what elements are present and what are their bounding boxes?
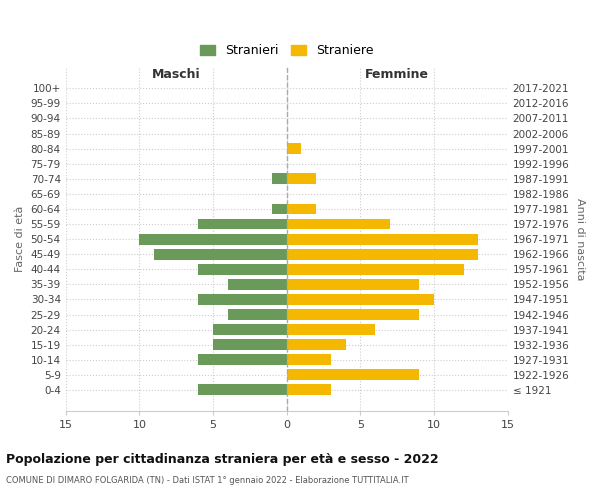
Legend: Stranieri, Straniere: Stranieri, Straniere bbox=[195, 39, 379, 62]
Bar bbox=[199, 354, 287, 365]
Bar bbox=[228, 309, 287, 320]
Bar bbox=[287, 234, 478, 244]
Bar bbox=[272, 204, 287, 214]
Bar bbox=[199, 264, 287, 274]
Bar bbox=[287, 174, 316, 184]
Bar bbox=[154, 249, 287, 260]
Bar bbox=[228, 279, 287, 290]
Bar bbox=[272, 174, 287, 184]
Text: Maschi: Maschi bbox=[152, 68, 200, 81]
Bar bbox=[139, 234, 287, 244]
Bar bbox=[287, 204, 316, 214]
Bar bbox=[287, 264, 464, 274]
Text: COMUNE DI DIMARO FOLGARIDA (TN) - Dati ISTAT 1° gennaio 2022 - Elaborazione TUTT: COMUNE DI DIMARO FOLGARIDA (TN) - Dati I… bbox=[6, 476, 409, 485]
Bar bbox=[287, 339, 346, 350]
Bar bbox=[287, 324, 375, 335]
Bar bbox=[287, 354, 331, 365]
Bar bbox=[199, 294, 287, 305]
Bar bbox=[213, 339, 287, 350]
Bar bbox=[287, 218, 390, 230]
Bar bbox=[287, 384, 331, 396]
Bar bbox=[287, 309, 419, 320]
Bar bbox=[213, 324, 287, 335]
Text: Femmine: Femmine bbox=[365, 68, 429, 81]
Bar bbox=[199, 218, 287, 230]
Bar bbox=[287, 279, 419, 290]
Bar bbox=[287, 294, 434, 305]
Bar bbox=[287, 249, 478, 260]
Bar bbox=[287, 370, 419, 380]
Y-axis label: Anni di nascita: Anni di nascita bbox=[575, 198, 585, 280]
Bar bbox=[287, 143, 301, 154]
Text: Popolazione per cittadinanza straniera per età e sesso - 2022: Popolazione per cittadinanza straniera p… bbox=[6, 452, 439, 466]
Y-axis label: Fasce di età: Fasce di età bbox=[15, 206, 25, 272]
Bar bbox=[199, 384, 287, 396]
